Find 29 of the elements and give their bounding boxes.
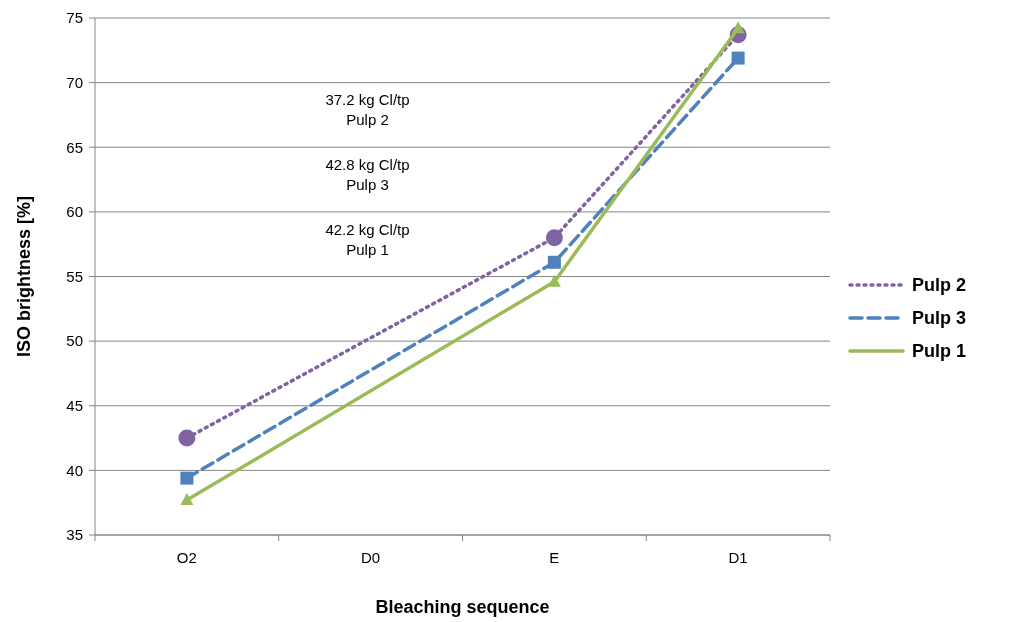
point: [731, 51, 745, 65]
point: [178, 429, 196, 447]
point: [180, 471, 194, 485]
y-tick-label: 55: [66, 267, 83, 285]
y-tick-label: 70: [66, 73, 83, 91]
y-axis-title: ISO brightness [%]: [14, 195, 34, 358]
x-tick-label: O2: [176, 549, 197, 566]
legend-label: Pulp 2: [912, 275, 967, 296]
point: [545, 229, 563, 247]
point: [547, 255, 561, 269]
y-tick-label: 45: [66, 397, 83, 414]
annotation: 42.2 kg Cl/tp Pulp 1: [325, 221, 410, 258]
x-tick-label: D1: [728, 549, 748, 566]
point: [731, 21, 745, 34]
annotation: 37.2 kg Cl/tp Pulp 2: [325, 91, 410, 128]
x-axis-title: Bleaching sequence: [375, 597, 550, 617]
x-tick-label: D0: [361, 549, 381, 566]
point: [180, 493, 194, 506]
legend-label: Pulp 3: [912, 308, 967, 329]
y-tick-label: 60: [66, 203, 83, 221]
y-tick-label: 35: [66, 526, 83, 544]
y-tick-label: 40: [66, 461, 83, 479]
annotation: 42.8 kg Cl/tp Pulp 3: [325, 156, 410, 193]
y-tick-label: 65: [66, 138, 83, 156]
legend-label: Pulp 1: [912, 341, 967, 362]
point: [547, 274, 561, 287]
y-tick-label: 75: [66, 9, 83, 27]
y-tick-label: 50: [66, 332, 83, 350]
x-tick-label: E: [549, 549, 560, 566]
